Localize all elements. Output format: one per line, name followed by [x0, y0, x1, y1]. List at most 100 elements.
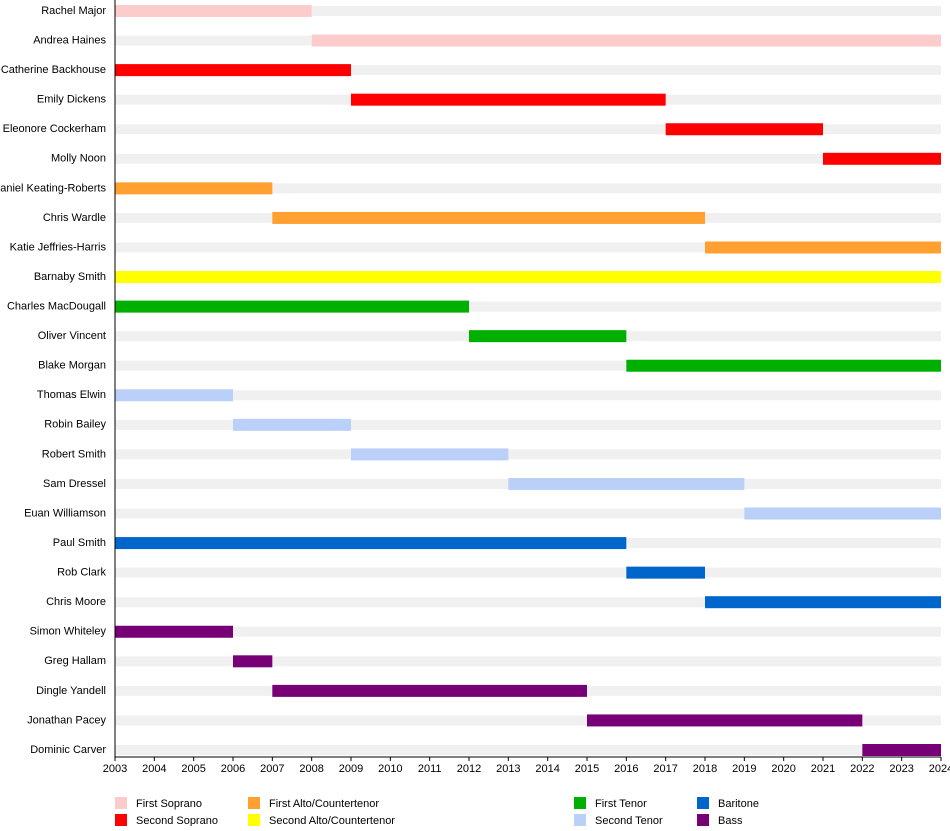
tenure-bar — [115, 64, 351, 77]
row-label: Eleonore Cockerham — [3, 123, 106, 135]
x-tick-label: 2008 — [299, 763, 323, 775]
row-label: Molly Noon — [51, 153, 106, 165]
tenure-bar — [351, 93, 666, 106]
x-tick-label: 2007 — [260, 763, 284, 775]
tenure-bar — [115, 625, 233, 638]
x-tick-label: 2021 — [811, 763, 835, 775]
row-label: Charles MacDougall — [7, 301, 106, 313]
legend-swatch — [248, 797, 260, 809]
row-track — [115, 449, 941, 460]
row-track — [115, 715, 941, 726]
x-tick-label: 2013 — [496, 763, 520, 775]
row-track — [115, 242, 941, 253]
legend-label: Bass — [718, 815, 743, 826]
tenure-bar — [587, 714, 863, 727]
row-label: Oliver Vincent — [38, 330, 106, 342]
row-label: Chris Moore — [46, 596, 106, 608]
legend-label: First Soprano — [136, 798, 202, 810]
x-tick-label: 2019 — [732, 763, 756, 775]
row-label: Rachel Major — [41, 5, 106, 17]
tenure-bar — [233, 655, 273, 668]
tenure-bar — [115, 5, 312, 17]
legend-label: First Tenor — [595, 798, 647, 810]
tenure-bar — [705, 241, 941, 254]
x-tick-label: 2004 — [142, 763, 166, 775]
x-tick-label: 2014 — [535, 763, 559, 775]
row-track — [115, 745, 941, 755]
tenure-bar — [115, 389, 233, 402]
tenure-bar — [351, 448, 509, 461]
legend-label: Baritone — [718, 798, 759, 810]
tenure-bar — [233, 418, 351, 431]
tenure-bar — [272, 684, 587, 697]
row-label: Sam Dressel — [43, 478, 106, 490]
legend-swatch — [115, 797, 127, 809]
tenure-bar — [862, 744, 941, 756]
row-label: Catherine Backhouse — [1, 64, 106, 76]
row-track — [115, 656, 941, 667]
row-label: Barnaby Smith — [34, 271, 106, 283]
x-tick-label: 2009 — [339, 763, 363, 775]
row-label: Katie Jeffries-Harris — [10, 241, 107, 253]
tenure-bar — [115, 537, 627, 550]
row-track — [115, 65, 941, 76]
row-label: Robert Smith — [42, 448, 106, 460]
x-tick-label: 2005 — [181, 763, 205, 775]
row-label: Simon Whiteley — [30, 626, 107, 638]
x-tick-label: 2003 — [103, 763, 127, 775]
tenure-bar — [823, 152, 941, 165]
legend-label: First Alto/Countertenor — [269, 798, 379, 810]
row-track — [115, 360, 941, 371]
row-label: Blake Morgan — [38, 360, 106, 372]
x-tick-label: 2006 — [221, 763, 245, 775]
legend-swatch — [574, 814, 586, 826]
row-track — [115, 390, 941, 401]
x-tick-label: 2011 — [418, 763, 442, 775]
tenure-bar — [705, 596, 941, 609]
row-track — [115, 508, 941, 519]
legend-label: Second Alto/Countertenor — [269, 815, 395, 826]
x-tick-label: 2017 — [653, 763, 677, 775]
x-tick-label: 2020 — [771, 763, 795, 775]
row-label: Daniel Keating-Roberts — [0, 182, 106, 194]
x-tick-label: 2024 — [929, 763, 950, 775]
tenure-bar — [744, 507, 941, 520]
row-track — [115, 567, 941, 578]
tenure-bar — [469, 330, 627, 343]
tenure-bar — [115, 271, 941, 284]
tenure-bar — [311, 34, 942, 47]
row-label: Emily Dickens — [37, 94, 107, 106]
tenure-bar — [626, 359, 941, 372]
row-track — [115, 183, 941, 194]
tenure-bar — [508, 477, 745, 490]
x-tick-label: 2012 — [457, 763, 481, 775]
x-tick-label: 2016 — [614, 763, 638, 775]
row-label: Euan Williamson — [24, 507, 106, 519]
legend-swatch — [574, 797, 586, 809]
tenure-bar — [115, 182, 273, 195]
row-label: Dingle Yandell — [36, 685, 106, 697]
row-track — [115, 626, 941, 637]
tenure-bar — [115, 300, 469, 313]
tenure-bar — [626, 566, 705, 579]
row-label: Greg Hallam — [44, 655, 106, 667]
row-track — [115, 153, 941, 164]
row-label: Rob Clark — [57, 567, 106, 579]
row-track — [115, 124, 941, 135]
tenure-bar — [272, 211, 705, 224]
row-label: Andrea Haines — [33, 34, 106, 46]
row-track — [115, 301, 941, 312]
legend-swatch — [115, 814, 127, 826]
x-tick-label: 2018 — [693, 763, 717, 775]
row-label: Dominic Carver — [30, 744, 106, 756]
x-tick-label: 2023 — [889, 763, 913, 775]
row-label: Robin Bailey — [44, 419, 106, 431]
row-label: Jonathan Pacey — [27, 714, 106, 726]
tenure-bar — [665, 123, 823, 136]
row-label: Thomas Elwin — [37, 389, 106, 401]
row-track — [115, 6, 941, 16]
legend-swatch — [248, 814, 260, 826]
x-tick-label: 2015 — [575, 763, 599, 775]
legend-label: Second Tenor — [595, 815, 663, 826]
